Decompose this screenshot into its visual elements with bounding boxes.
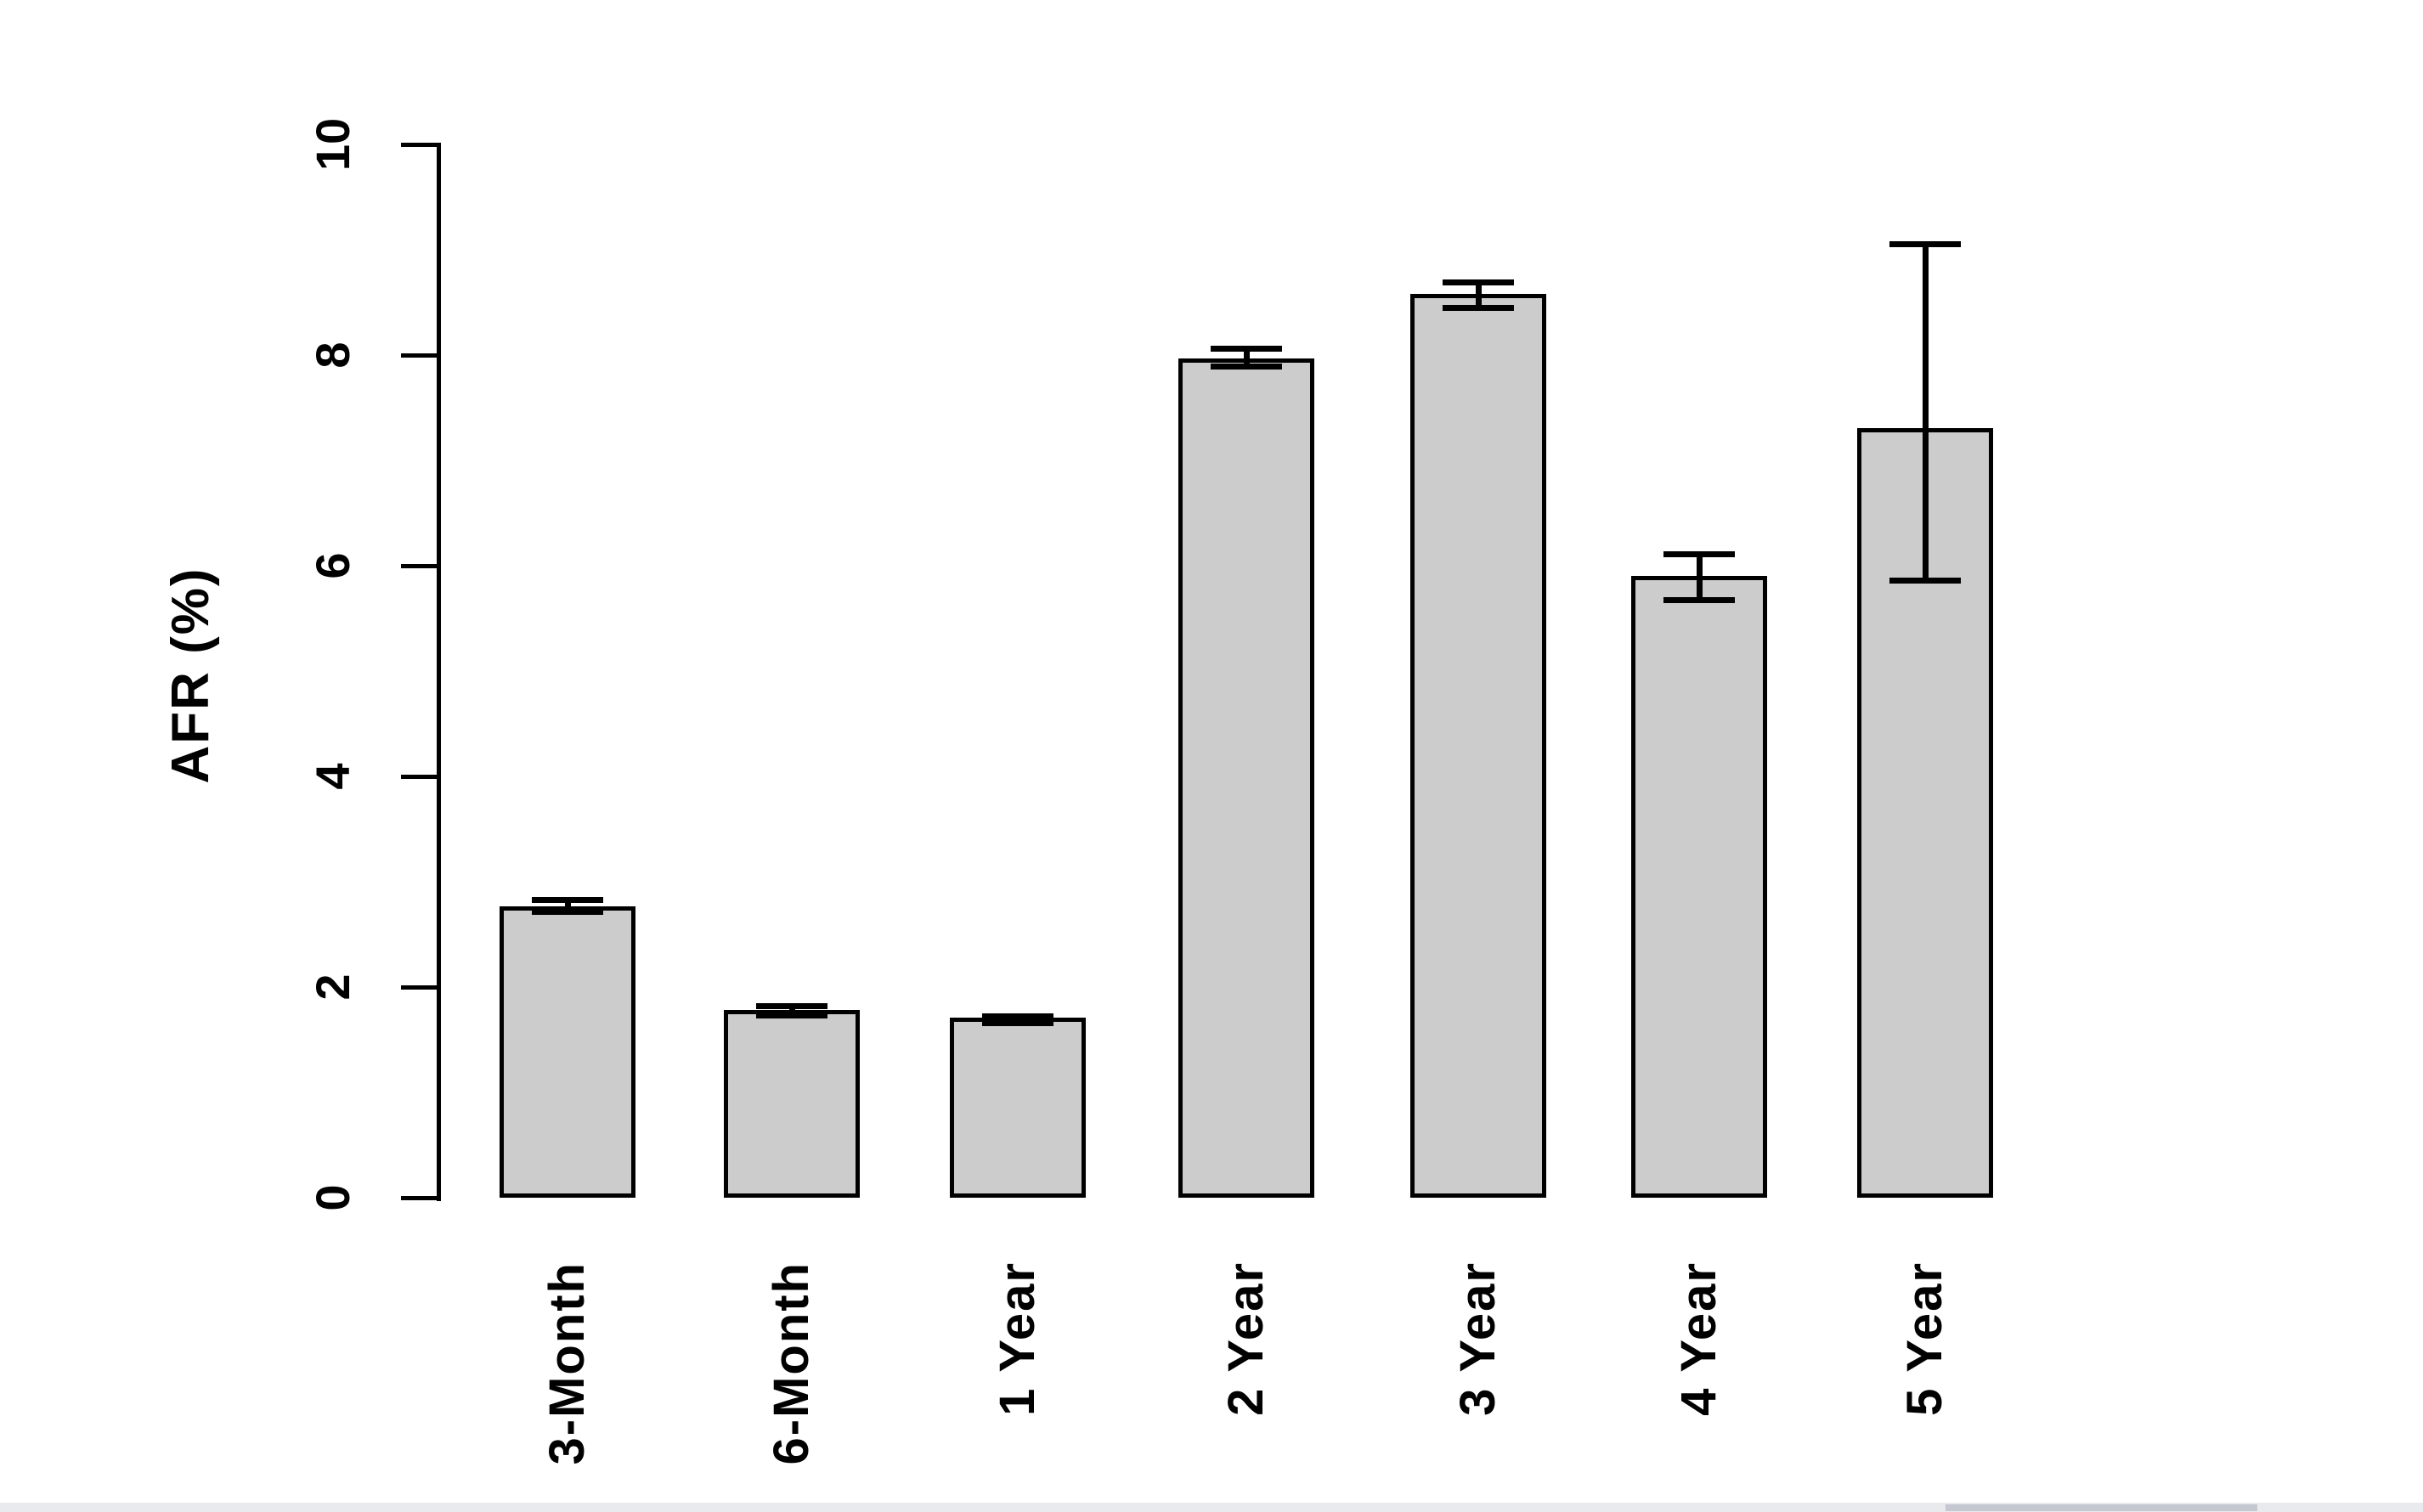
error-bar-cap — [982, 1013, 1053, 1020]
error-bar-cap — [756, 1012, 827, 1018]
horizontal-scrollbar[interactable] — [0, 1503, 2423, 1512]
x-tick-label-3-month: 3-Month — [539, 1261, 595, 1465]
x-tick-label-3-year: 3 Year — [1450, 1261, 1505, 1416]
error-bar-cap — [1211, 346, 1282, 353]
error-bar-cap — [532, 896, 603, 903]
x-tick-label-5-year: 5 Year — [1897, 1261, 1952, 1416]
scrollbar-thumb[interactable] — [1946, 1504, 2257, 1511]
y-tick-label: 2 — [306, 973, 359, 1001]
bar-4-year — [1631, 576, 1767, 1198]
error-bar-line — [1014, 1016, 1021, 1024]
x-tick-label-4-year: 4 Year — [1671, 1261, 1726, 1416]
error-bar-cap — [1889, 241, 1961, 248]
error-bar-cap — [982, 1019, 1053, 1026]
error-bar-line — [788, 1006, 795, 1016]
error-bar-line — [1243, 348, 1250, 367]
y-axis-line — [437, 143, 441, 1201]
error-bar-cap — [756, 1002, 827, 1009]
y-axis-title: AFR (%) — [161, 567, 220, 784]
y-tick-label: 4 — [306, 763, 359, 790]
bar-3-month — [500, 906, 635, 1198]
error-bar-cap — [1663, 550, 1735, 557]
bar-1-year — [950, 1017, 1086, 1198]
error-bar-line — [564, 900, 571, 912]
error-bar-cap — [1443, 279, 1514, 285]
error-bar-cap — [1889, 577, 1961, 584]
bar-6-month — [724, 1010, 860, 1198]
y-tick-label: 0 — [306, 1184, 359, 1211]
y-tick-label: 8 — [306, 341, 359, 369]
x-tick-label-2-year: 2 Year — [1218, 1261, 1274, 1416]
y-tick-mark — [401, 142, 439, 147]
y-tick-mark — [401, 774, 439, 779]
x-tick-label-6-month: 6-Month — [764, 1261, 819, 1465]
bar-3-year — [1410, 294, 1546, 1198]
y-tick-mark — [401, 984, 439, 990]
y-tick-mark — [401, 1195, 439, 1200]
bar-5-year — [1857, 427, 1993, 1198]
error-bar-cap — [1663, 597, 1735, 604]
y-tick-label: 6 — [306, 552, 359, 579]
bar-2-year — [1178, 358, 1314, 1198]
error-bar-cap — [532, 909, 603, 916]
error-bar-line — [1922, 244, 1929, 581]
y-tick-mark — [401, 563, 439, 568]
y-tick-label: 10 — [306, 117, 359, 172]
error-bar-cap — [1443, 304, 1514, 311]
error-bar-cap — [1211, 364, 1282, 370]
x-tick-label-1-year: 1 Year — [990, 1261, 1045, 1416]
error-bar-line — [1696, 554, 1703, 601]
error-bar-line — [1475, 282, 1482, 308]
y-tick-mark — [401, 353, 439, 358]
